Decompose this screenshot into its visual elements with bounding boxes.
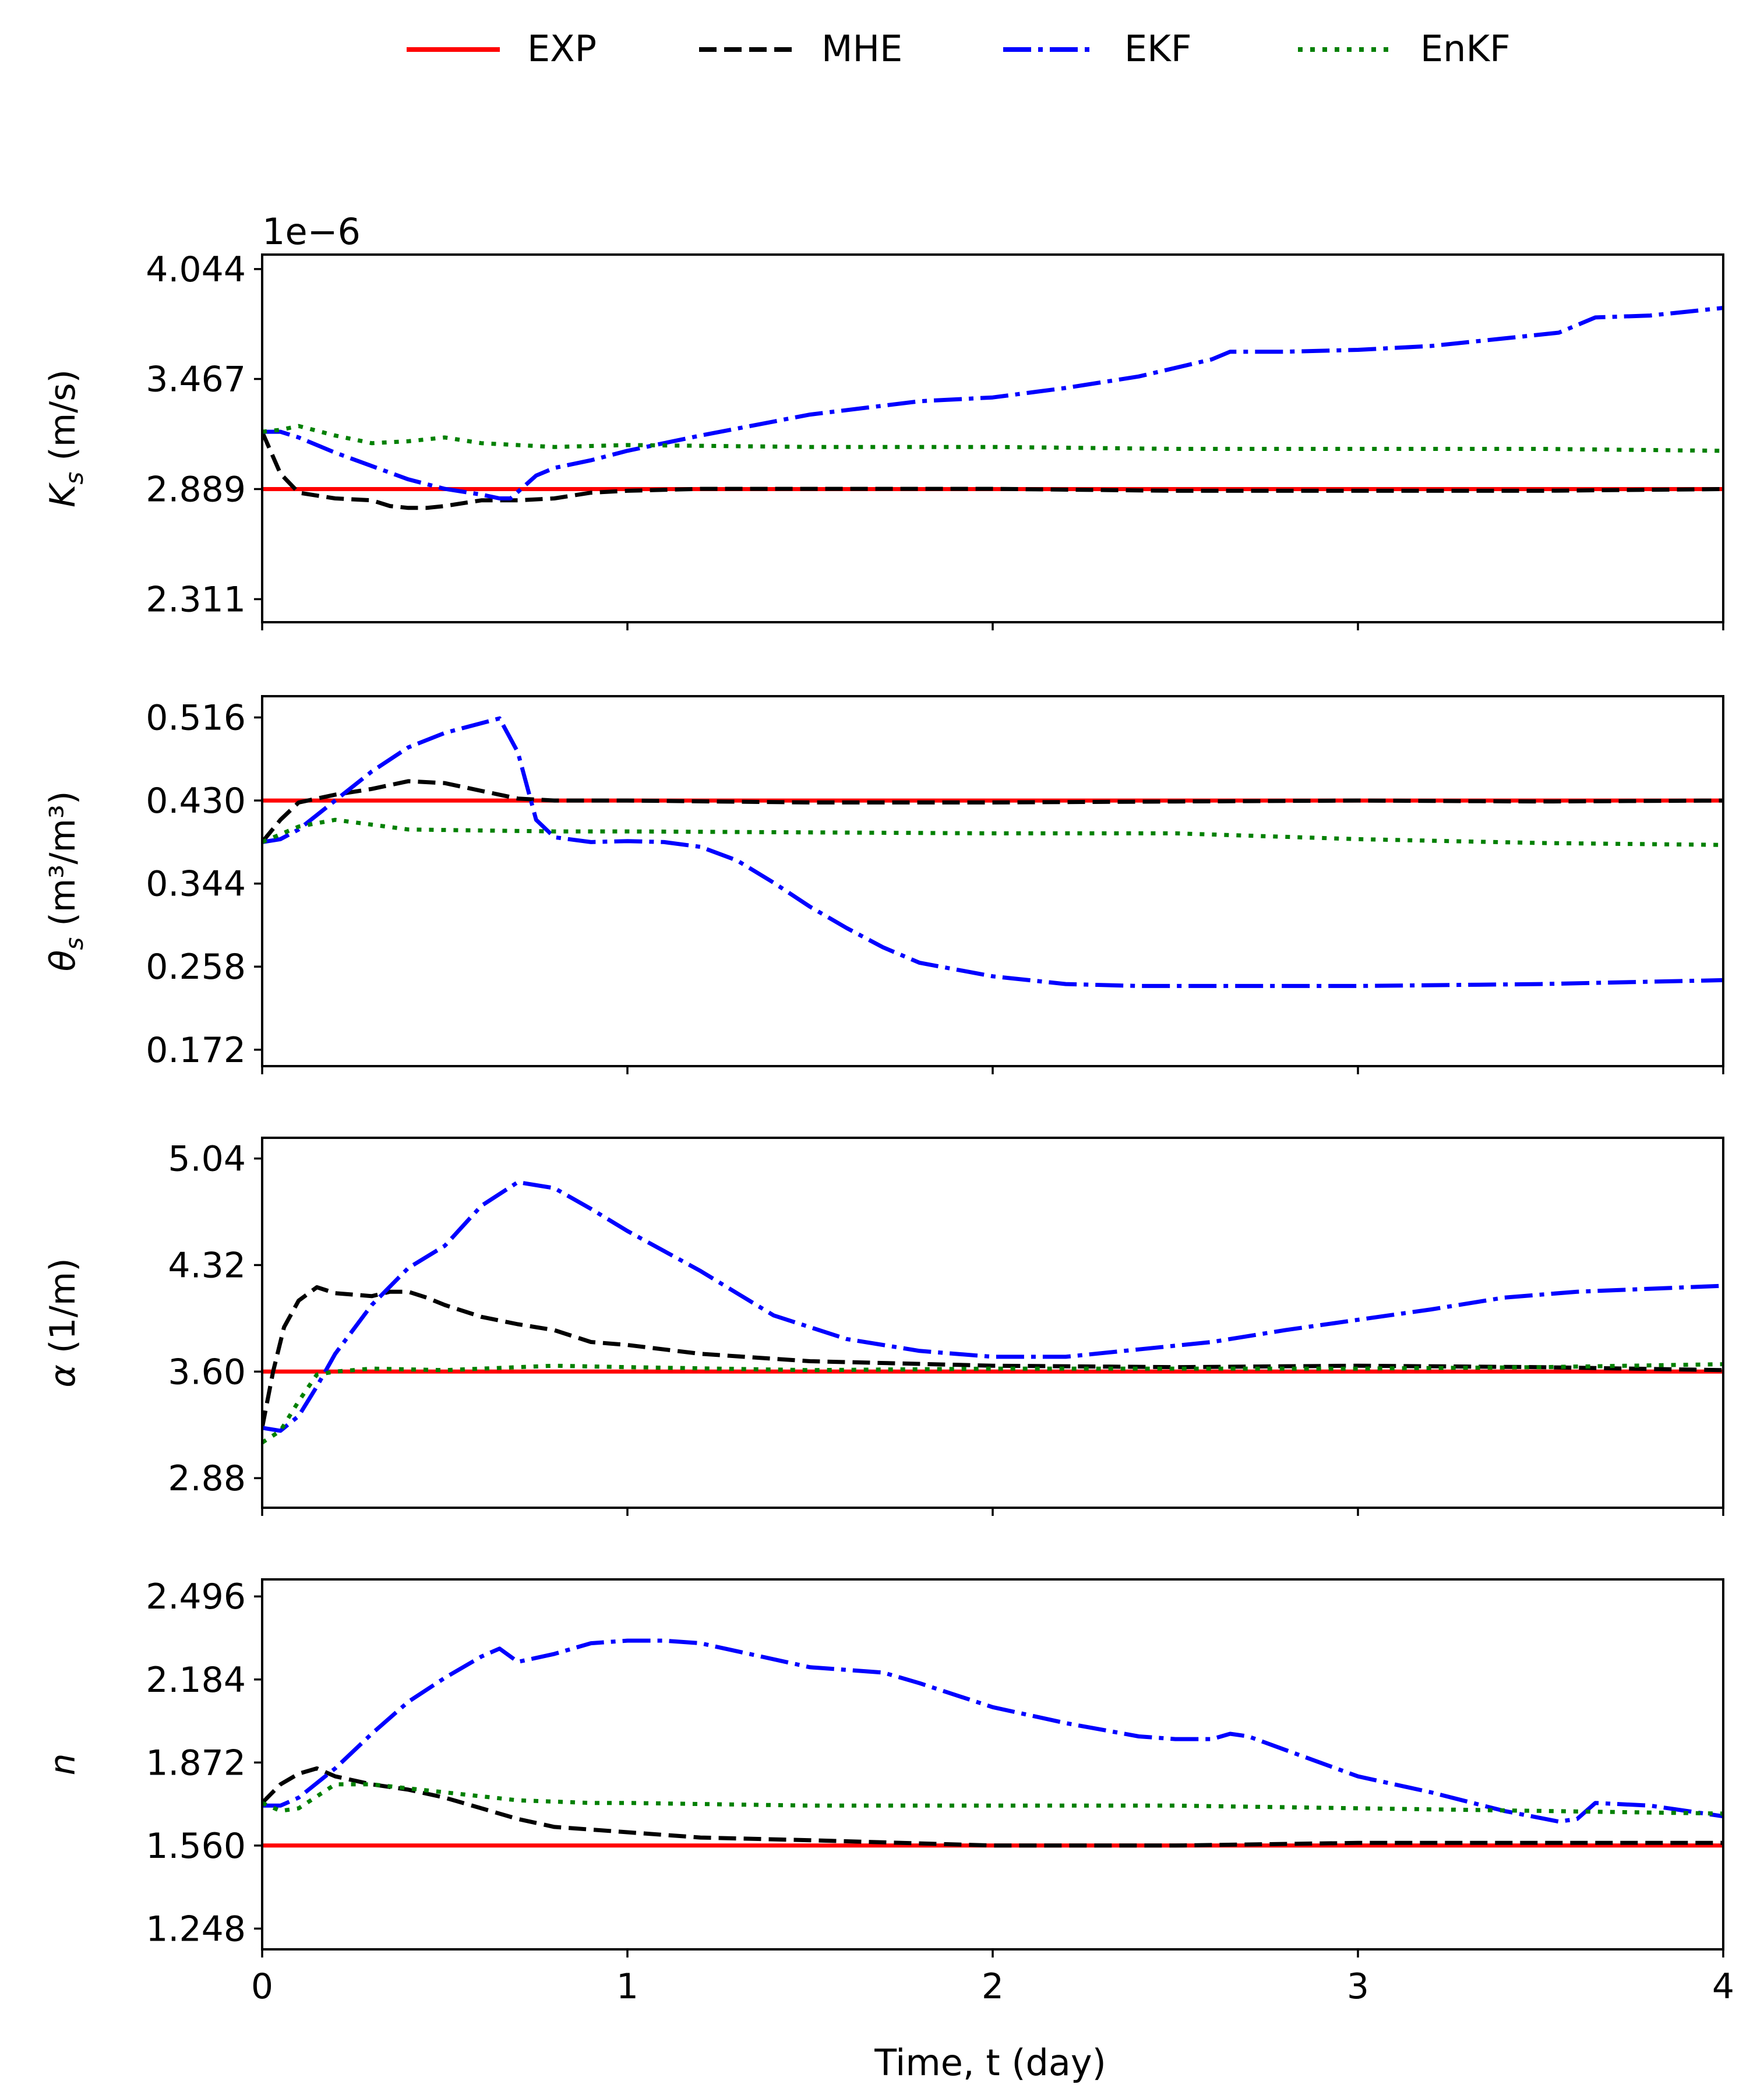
legend-entry-mhe: MHE [699, 27, 902, 70]
y-axis-title-subscript: s [60, 472, 89, 485]
subplot-ks: 2.311 2.889 3.467 4.044 1e−6 Ks (m/s) [43, 210, 1724, 630]
x-tick-label: 3 [1347, 1966, 1369, 2007]
subplot-grid: 2.311 2.889 3.467 4.044 1e−6 Ks (m/s) 0.172 0.2… [43, 210, 1734, 2007]
y-axis-title-symbol: n [43, 1753, 83, 1775]
y-tick-label: 1.248 [146, 1909, 246, 1949]
legend-label-enkf: EnKF [1420, 27, 1511, 70]
y-axis-title-unit: (1/m) [43, 1258, 83, 1364]
y-tick-label: 2.311 [146, 579, 246, 620]
x-axis-title: Time, t (day) [874, 2041, 1106, 2084]
series-line-ekf [262, 1638, 1723, 1824]
y-tick-label: 2.496 [146, 1576, 246, 1617]
y-tick-label: 0.516 [146, 697, 246, 738]
y-tick-label: 4.044 [146, 249, 246, 290]
y-tick-label: 1.560 [146, 1826, 246, 1867]
y-offset-text: 1e−6 [262, 210, 361, 253]
y-tick-label: 3.60 [168, 1352, 246, 1392]
y-axis-title: θs (m³/m³) [43, 791, 89, 972]
series-line-mhe [262, 779, 1723, 844]
series-line-enkf [262, 424, 1723, 453]
y-axis-title-symbol: α [43, 1364, 83, 1388]
y-axis-title-symbol: K [43, 482, 83, 507]
y-axis-title: n [43, 1753, 83, 1775]
x-tick-label: 1 [616, 1966, 638, 2007]
y-tick-label: 0.344 [146, 864, 246, 905]
y-axis-title: α (1/m) [43, 1258, 83, 1387]
y-tick-label: 2.889 [146, 469, 246, 510]
y-axis-title-symbol: θ [43, 950, 83, 972]
y-tick-label: 4.32 [168, 1245, 246, 1286]
series-line-enkf [262, 1782, 1723, 1816]
y-tick-label: 1.872 [146, 1743, 246, 1783]
y-axis-title-unit: (m/s) [43, 369, 83, 472]
series-line-mhe [262, 431, 1723, 510]
x-tick-label: 0 [251, 1966, 273, 2007]
subplot-alpha: 2.88 3.60 4.32 5.04 α (1/m) [43, 1137, 1724, 1516]
series-line-enkf [262, 817, 1723, 847]
legend-label-ekf: EKF [1124, 27, 1192, 70]
x-tick-label: 4 [1712, 1966, 1734, 2007]
subplot-n: 1.248 1.560 1.872 2.184 2.496 0 1 2 3 4 n [43, 1576, 1734, 2007]
legend-label-exp: EXP [527, 27, 597, 70]
series-group [262, 716, 1723, 988]
series-line-ekf [262, 716, 1723, 988]
y-tick-label: 0.172 [146, 1030, 246, 1071]
legend-entry-enkf: EnKF [1298, 27, 1511, 70]
y-tick-label: 0.258 [146, 947, 246, 987]
series-line-ekf [262, 306, 1723, 500]
legend: EXP MHE EKF EnKF [407, 27, 1511, 70]
y-axis-title: Ks (m/s) [43, 369, 89, 507]
series-line-mhe [262, 1766, 1723, 1848]
subplot-theta: 0.172 0.258 0.344 0.430 0.516 θs (m³/m³) [43, 695, 1724, 1074]
legend-label-mhe: MHE [821, 27, 902, 70]
y-tick-label: 0.430 [146, 781, 246, 821]
series-line-mhe [262, 1285, 1723, 1429]
legend-entry-exp: EXP [407, 27, 597, 70]
y-axis-title-subscript: s [60, 937, 89, 950]
y-axis-title-unit: (m³/m³) [43, 791, 83, 937]
legend-entry-ekf: EKF [1003, 27, 1192, 70]
series-group [262, 1638, 1723, 1848]
series-group [262, 306, 1723, 510]
y-tick-label: 2.184 [146, 1660, 246, 1701]
series-group [262, 1180, 1723, 1445]
y-tick-label: 5.04 [168, 1139, 246, 1180]
x-tick-label: 2 [982, 1966, 1004, 2007]
y-tick-label: 3.467 [146, 359, 246, 400]
series-line-ekf [262, 1180, 1723, 1433]
y-tick-label: 2.88 [168, 1458, 246, 1499]
